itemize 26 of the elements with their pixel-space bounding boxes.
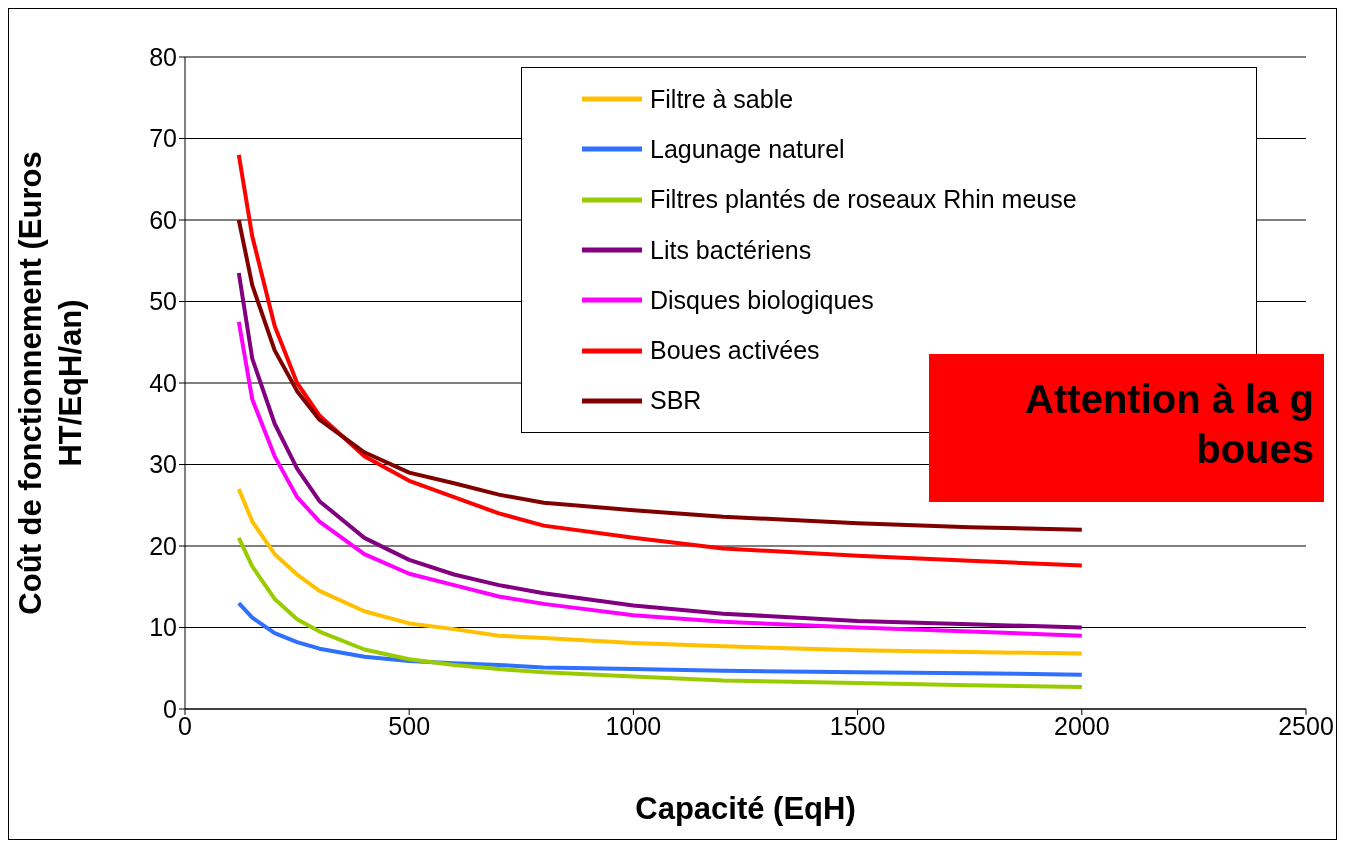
line-series — [236, 486, 1084, 656]
x-axis-title: Capacité (EqH) — [635, 791, 856, 826]
x-tick-label: 2500 — [1278, 711, 1334, 740]
legend-label: Boues activées — [650, 336, 820, 366]
legend-label: Filtres plantés de roseaux Rhin meuse — [650, 185, 1077, 215]
legend-label: Lagunage naturel — [650, 134, 845, 164]
y-tick-label: 60 — [149, 205, 177, 234]
annotation: Attention à la g boues — [929, 354, 1324, 502]
legend-label: Filtre à sable — [650, 84, 794, 114]
y-tick-label: 80 — [149, 42, 177, 71]
legend-label: Disques biologiques — [650, 285, 874, 315]
y-tick-label: 40 — [149, 368, 177, 397]
y-tick-label: 20 — [149, 531, 177, 560]
line-series — [236, 601, 1084, 677]
x-tick-label: 1000 — [605, 711, 662, 740]
x-tick-label: 500 — [388, 711, 431, 740]
legend-label: Lits bactériens — [650, 235, 812, 265]
x-tick-label: 2000 — [1053, 711, 1110, 740]
y-tick-label: 30 — [149, 450, 177, 479]
legend-label: SBR — [650, 386, 702, 416]
line-series — [236, 535, 1084, 689]
y-tick-label: 70 — [149, 124, 177, 153]
x-tick-label: 1500 — [829, 711, 886, 740]
y-tick-label: 10 — [149, 613, 177, 642]
y-tick-label: 50 — [149, 287, 177, 316]
y-axis-title: Coût de fonctionnement (Euros HT/EqH/an) — [13, 151, 88, 615]
